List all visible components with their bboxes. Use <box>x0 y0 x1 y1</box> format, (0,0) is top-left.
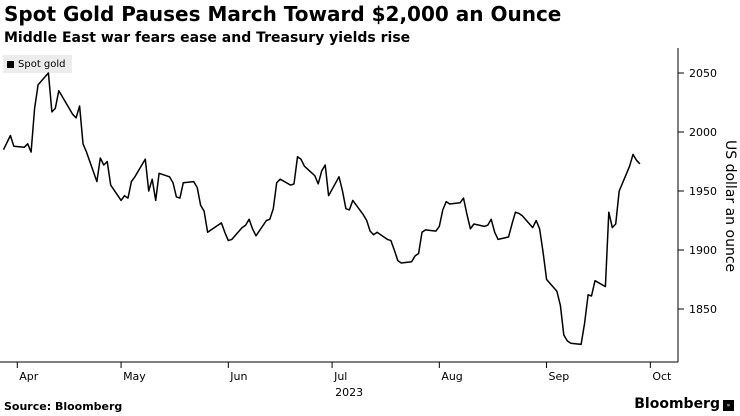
chart-subtitle: Middle East war fears ease and Treasury … <box>4 30 411 46</box>
y-tick-label: 1950 <box>689 185 717 198</box>
y-tick-label: 1900 <box>689 244 717 257</box>
brand-logo: Bloomberg <box>634 396 720 412</box>
x-axis-year-label: 2023 <box>335 386 363 399</box>
x-tick-label: Sep <box>549 370 570 383</box>
series-line-spot-gold <box>2 72 641 346</box>
legend: Spot gold <box>3 55 72 73</box>
y-tick-label: 2000 <box>689 126 717 139</box>
x-tick-label: Jun <box>229 370 247 383</box>
x-tick-label: Aug <box>441 370 462 383</box>
legend-swatch <box>7 60 14 68</box>
y-tick-label: 2050 <box>689 67 717 80</box>
source-note: Source: Bloomberg <box>4 400 123 413</box>
brand-badge-icon: » <box>723 400 734 411</box>
x-tick-label: May <box>123 370 146 383</box>
x-tick-label: Oct <box>652 370 672 383</box>
y-axis-label: US dollar an ounce <box>722 140 738 272</box>
x-tick-label: Apr <box>19 370 39 383</box>
x-tick-label: Jul <box>333 370 347 383</box>
chart-title: Spot Gold Pauses March Toward $2,000 an … <box>4 2 562 26</box>
y-tick-label: 1850 <box>689 303 717 316</box>
legend-label: Spot gold <box>18 58 66 70</box>
